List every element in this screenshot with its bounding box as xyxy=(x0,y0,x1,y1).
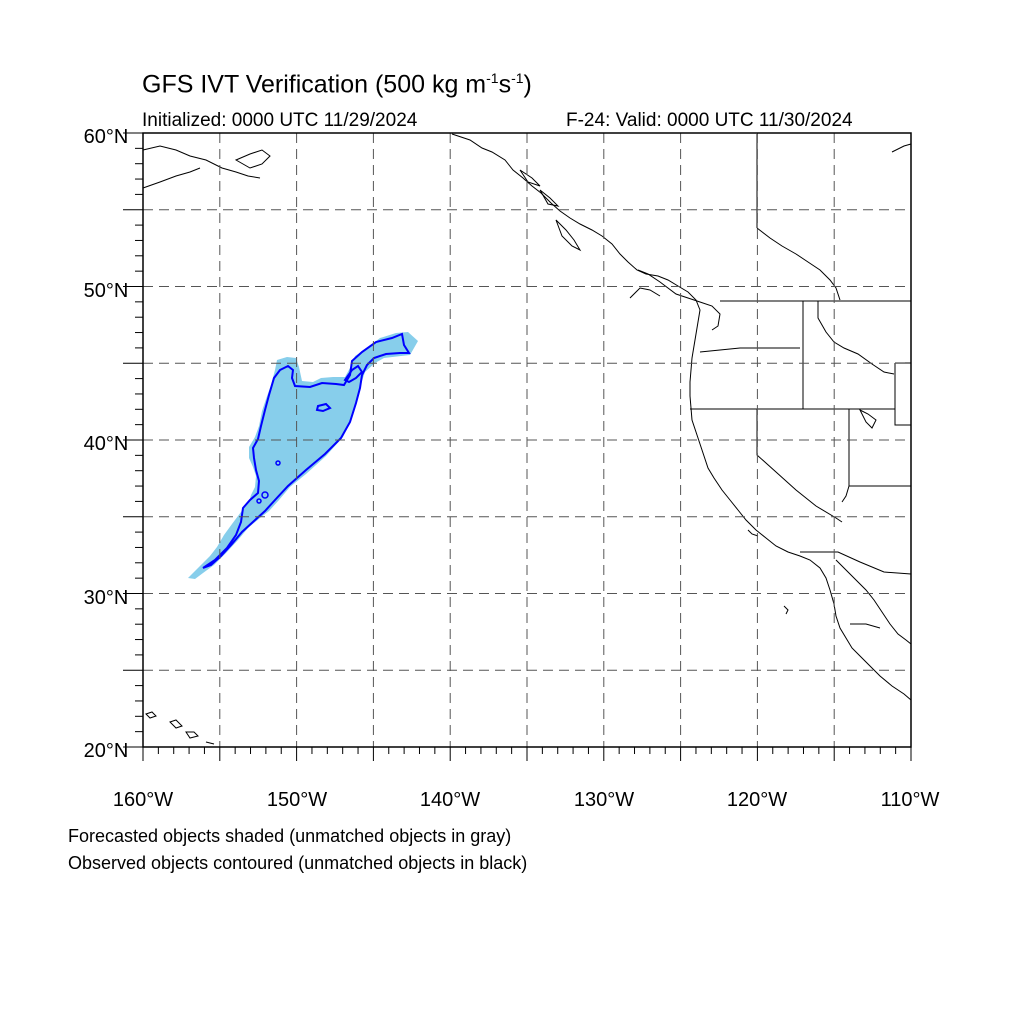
forecast-note: Forecasted objects shaded (unmatched obj… xyxy=(68,826,512,846)
lat-label: 40°N xyxy=(84,433,129,455)
map-title: GFS IVT Verification (500 kg m-1s-1) xyxy=(142,70,532,99)
observed-object-hole xyxy=(343,364,364,384)
lat-label: 20°N xyxy=(84,740,129,762)
title-exp2: -1 xyxy=(511,70,524,86)
title-main: GFS IVT Verification (500 kg m xyxy=(142,70,487,99)
lat-label: 60°N xyxy=(84,126,129,148)
coastlines xyxy=(142,133,912,745)
observed-object-dot xyxy=(256,498,262,504)
grid-lines xyxy=(143,133,911,747)
valid-time: F-24: Valid: 0000 UTC 11/30/2024 xyxy=(566,110,853,131)
lat-label: 50°N xyxy=(84,280,129,302)
longitude-labels: 160°W 150°W 140°W 130°W 120°W 110°W xyxy=(113,789,940,811)
lon-label: 140°W xyxy=(420,789,480,811)
observed-object-dot xyxy=(275,460,281,466)
political-borders xyxy=(690,134,912,629)
observed-object-dot xyxy=(261,491,269,499)
latitude-labels: 60°N 50°N 40°N 30°N 20°N xyxy=(84,126,129,762)
lon-label: 130°W xyxy=(574,789,634,811)
title-end: ) xyxy=(523,70,532,99)
title-exp1: -1 xyxy=(486,70,499,86)
forecast-object-shading xyxy=(188,332,418,579)
tick-marks xyxy=(123,132,912,761)
lon-label: 120°W xyxy=(727,789,787,811)
lon-label: 110°W xyxy=(881,789,940,811)
initialized-time: Initialized: 0000 UTC 11/29/2024 xyxy=(142,110,418,131)
observed-note: Observed objects contoured (unmatched ob… xyxy=(68,853,528,873)
observed-object-hole xyxy=(315,402,332,413)
map-frame xyxy=(142,132,912,748)
observed-object-contour xyxy=(202,332,411,569)
lon-label: 160°W xyxy=(113,789,173,811)
title-mid: s xyxy=(498,70,512,99)
lon-label: 150°W xyxy=(267,789,327,811)
lat-label: 30°N xyxy=(84,587,129,609)
